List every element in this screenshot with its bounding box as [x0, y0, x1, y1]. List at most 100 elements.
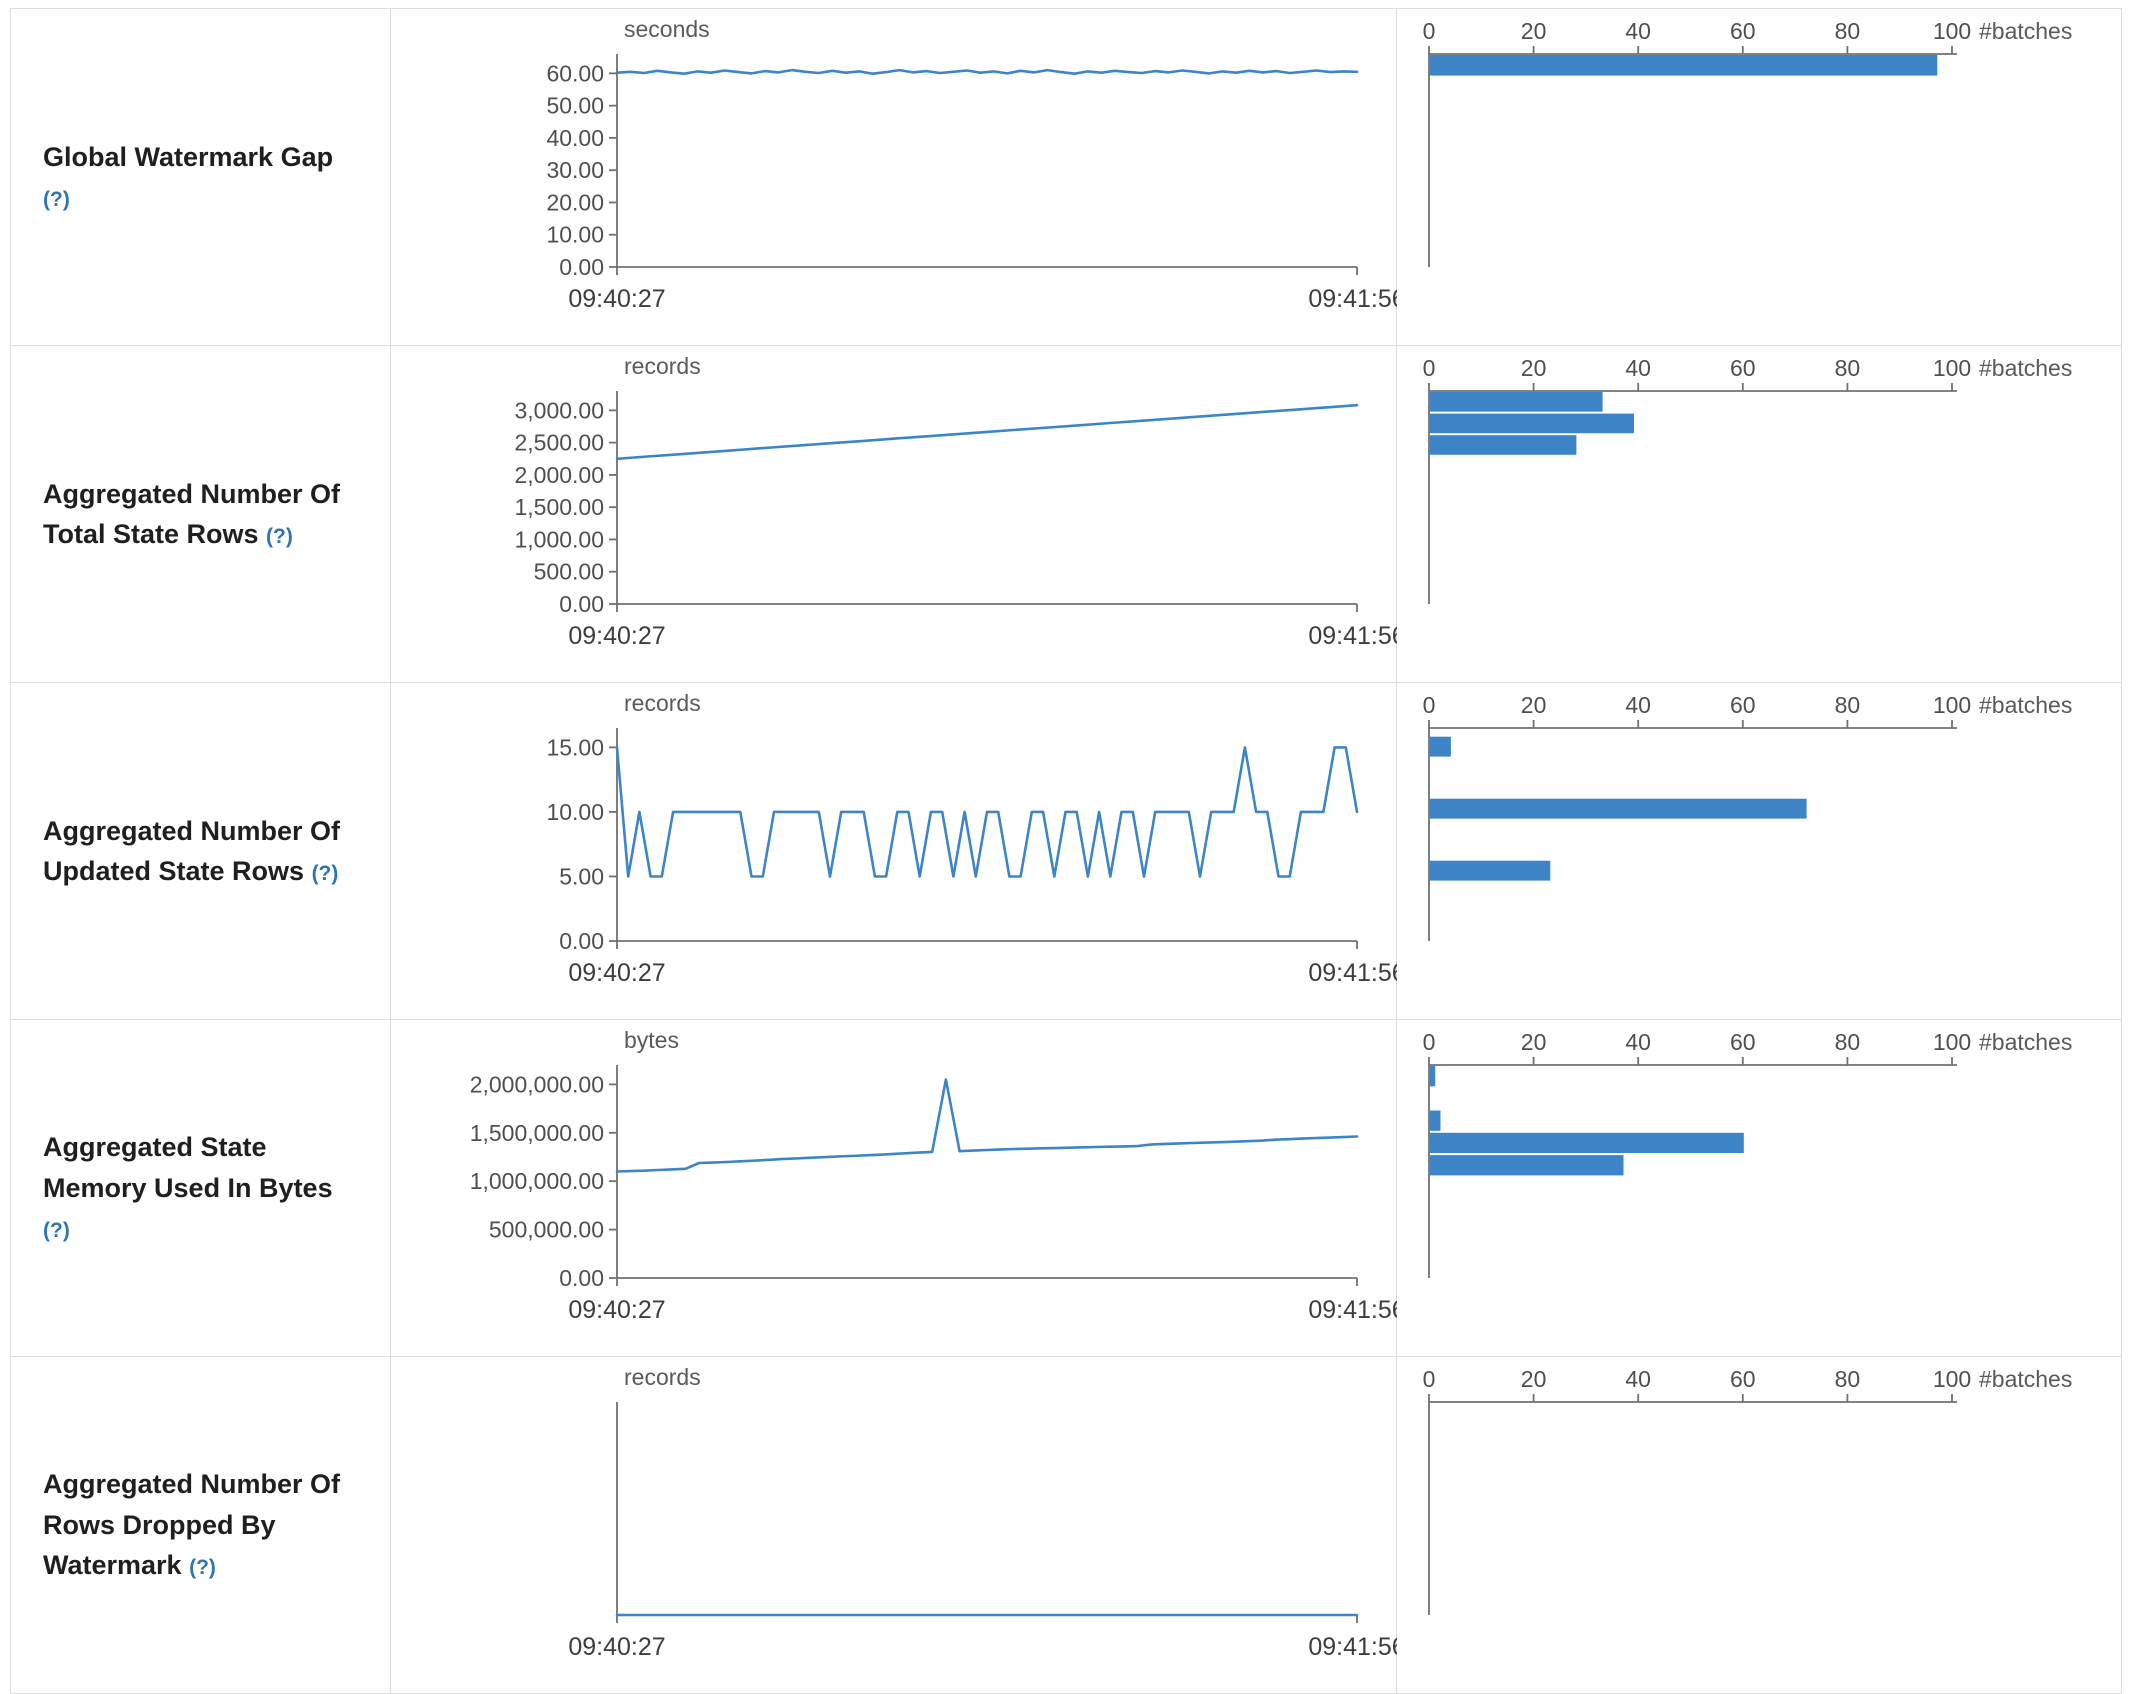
svg-text:#batches: #batches	[1979, 1366, 2072, 1392]
svg-text:100: 100	[1933, 692, 1971, 718]
svg-text:#batches: #batches	[1979, 692, 2072, 718]
svg-text:100: 100	[1933, 18, 1971, 44]
svg-text:09:41:56: 09:41:56	[1308, 285, 1397, 313]
metric-label-cell: Aggregated Number Of Rows Dropped By Wat…	[11, 1357, 391, 1693]
metric-row: Aggregated Number Of Updated State Rows …	[11, 683, 2121, 1020]
metric-name: Aggregated Number Of Total State Rows (?…	[43, 474, 346, 555]
svg-text:40: 40	[1625, 1029, 1651, 1055]
svg-text:#batches: #batches	[1979, 355, 2072, 381]
svg-text:80: 80	[1835, 355, 1861, 381]
svg-text:09:41:56: 09:41:56	[1308, 1633, 1397, 1661]
metric-help-link[interactable]: (?)	[43, 188, 70, 211]
histogram-cell: 0 20 40 60 80 100 #batches	[1397, 683, 2121, 1019]
histogram-chart: 0 20 40 60 80 100 #batches	[1423, 1366, 2072, 1615]
svg-text:3,000.00: 3,000.00	[514, 397, 604, 423]
svg-text:40.00: 40.00	[546, 125, 604, 151]
svg-text:60: 60	[1730, 18, 1756, 44]
svg-text:records: records	[624, 1364, 701, 1390]
svg-text:2,000,000.00: 2,000,000.00	[470, 1071, 604, 1097]
svg-text:20: 20	[1521, 355, 1547, 381]
histogram-chart: 0 20 40 60 80 100 #batches	[1423, 1029, 2072, 1278]
timeline-chart: bytes 0.00 500,000.00 1,000,000.00 1,500,000…	[470, 1027, 1397, 1324]
svg-text:40: 40	[1625, 692, 1651, 718]
svg-text:100: 100	[1933, 1366, 1971, 1392]
metric-name-text: Global Watermark Gap	[43, 141, 334, 172]
metric-label-cell: Aggregated Number Of Updated State Rows …	[11, 683, 391, 1019]
histogram-chart: 0 20 40 60 80 100 #batches	[1423, 355, 2072, 604]
svg-text:100: 100	[1933, 355, 1971, 381]
svg-text:80: 80	[1835, 1029, 1861, 1055]
svg-text:20.00: 20.00	[546, 189, 604, 215]
svg-text:60: 60	[1730, 355, 1756, 381]
metric-name: Global Watermark Gap (?)	[43, 137, 346, 218]
svg-text:10.00: 10.00	[546, 222, 604, 248]
svg-text:1,500.00: 1,500.00	[514, 494, 604, 520]
svg-text:40: 40	[1625, 355, 1651, 381]
metric-name: Aggregated State Memory Used In Bytes (?…	[43, 1127, 346, 1249]
svg-text:20: 20	[1521, 18, 1547, 44]
svg-text:2,500.00: 2,500.00	[514, 430, 604, 456]
svg-text:09:40:27: 09:40:27	[568, 622, 665, 650]
svg-text:60: 60	[1730, 1366, 1756, 1392]
svg-text:records: records	[624, 353, 701, 379]
svg-text:60: 60	[1730, 692, 1756, 718]
histogram-chart: 0 20 40 60 80 100 #batches	[1423, 692, 2072, 941]
svg-text:09:41:56: 09:41:56	[1308, 959, 1397, 987]
timeline-cell: records 0.00 500.00 1,000.00 1,500.00 2,000.0…	[391, 346, 1397, 682]
metric-name-text: Aggregated Number Of Rows Dropped By Wat…	[43, 1469, 341, 1581]
metric-row: Aggregated Number Of Rows Dropped By Wat…	[11, 1357, 2121, 1693]
metric-label-cell: Global Watermark Gap (?)	[11, 9, 391, 345]
metric-help-link[interactable]: (?)	[43, 1219, 70, 1243]
svg-text:60.00: 60.00	[546, 60, 604, 86]
svg-text:#batches: #batches	[1979, 1029, 2072, 1055]
histogram-cell: 0 20 40 60 80 100 #batches	[1397, 1020, 2121, 1356]
svg-text:seconds: seconds	[624, 16, 710, 42]
timeline-cell: records 09:40:27 09:41:56	[391, 1357, 1397, 1693]
metric-name-text: Aggregated State Memory Used In Bytes	[43, 1132, 333, 1203]
svg-text:1,500,000.00: 1,500,000.00	[470, 1120, 604, 1146]
svg-text:records: records	[624, 690, 701, 716]
svg-text:0.00: 0.00	[559, 591, 604, 617]
svg-text:500,000.00: 500,000.00	[489, 1217, 604, 1243]
timeline-chart: seconds 0.00 10.00 20.00 30.00 40.00 50.00 60.0…	[546, 16, 1397, 313]
metric-label-cell: Aggregated State Memory Used In Bytes (?…	[11, 1020, 391, 1356]
svg-text:#batches: #batches	[1979, 18, 2072, 44]
metric-help-link[interactable]: (?)	[189, 1556, 216, 1580]
metric-row: Aggregated Number Of Total State Rows (?…	[11, 346, 2121, 683]
svg-text:20: 20	[1521, 692, 1547, 718]
svg-text:09:41:56: 09:41:56	[1308, 622, 1397, 650]
svg-text:30.00: 30.00	[546, 157, 604, 183]
metric-row: Aggregated State Memory Used In Bytes (?…	[11, 1020, 2121, 1357]
svg-text:80: 80	[1835, 1366, 1861, 1392]
svg-text:40: 40	[1625, 1366, 1651, 1392]
svg-text:0.00: 0.00	[559, 928, 604, 954]
svg-text:09:40:27: 09:40:27	[568, 959, 665, 987]
metrics-table: Global Watermark Gap (?) seconds 0.00 10.0…	[10, 8, 2122, 1694]
svg-text:0: 0	[1423, 1029, 1436, 1055]
svg-text:80: 80	[1835, 692, 1861, 718]
svg-text:2,000.00: 2,000.00	[514, 462, 604, 488]
svg-text:09:40:27: 09:40:27	[568, 285, 665, 313]
metric-name-text: Aggregated Number Of Total State Rows	[43, 478, 341, 550]
svg-text:80: 80	[1835, 18, 1861, 44]
svg-text:1,000.00: 1,000.00	[514, 526, 604, 552]
svg-text:20: 20	[1521, 1029, 1547, 1055]
timeline-cell: records 0.00 5.00 10.00 15.00 09:40:27 09:41:5…	[391, 683, 1397, 1019]
metric-name-text: Aggregated Number Of Updated State Rows	[43, 815, 341, 887]
histogram-cell: 0 20 40 60 80 100 #batches	[1397, 9, 2121, 345]
timeline-cell: seconds 0.00 10.00 20.00 30.00 40.00 50.00 60.0…	[391, 9, 1397, 345]
svg-text:100: 100	[1933, 1029, 1971, 1055]
svg-text:0.00: 0.00	[559, 1265, 604, 1291]
svg-text:09:40:27: 09:40:27	[568, 1296, 665, 1324]
timeline-chart: records 0.00 500.00 1,000.00 1,500.00 2,000.0…	[514, 353, 1397, 650]
svg-text:50.00: 50.00	[546, 93, 604, 119]
timeline-chart: records 0.00 5.00 10.00 15.00 09:40:27 09:41:5…	[546, 690, 1397, 987]
timeline-chart: records 09:40:27 09:41:56	[568, 1364, 1397, 1661]
svg-text:1,000,000.00: 1,000,000.00	[470, 1168, 604, 1194]
histogram-cell: 0 20 40 60 80 100 #batches	[1397, 1357, 2121, 1693]
metric-help-link[interactable]: (?)	[266, 525, 293, 548]
metric-help-link[interactable]: (?)	[311, 862, 339, 885]
svg-text:0: 0	[1423, 18, 1436, 44]
svg-text:0: 0	[1423, 355, 1436, 381]
